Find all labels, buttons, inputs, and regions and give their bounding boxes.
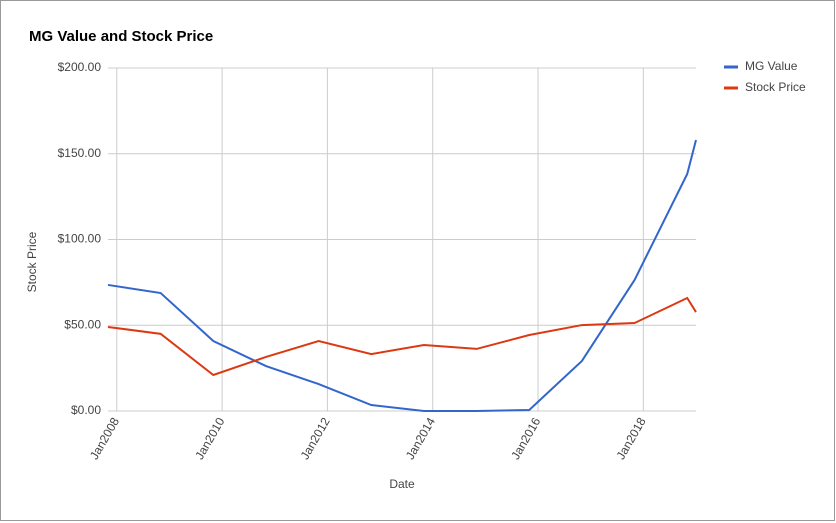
x-axis-title: Date	[389, 477, 415, 491]
y-axis-title: Stock Price	[25, 231, 39, 292]
legend-label: Stock Price	[745, 80, 806, 94]
legend-label: MG Value	[745, 59, 798, 73]
series-line	[107, 139, 697, 412]
y-tick-label: $50.00	[64, 317, 101, 331]
y-tick-label: $100.00	[58, 232, 102, 246]
y-tick-label: $200.00	[58, 60, 102, 74]
series-line	[107, 296, 697, 377]
y-tick-label: $0.00	[71, 403, 101, 417]
y-tick-label: $150.00	[58, 146, 102, 160]
chart-title: MG Value and Stock Price	[29, 28, 213, 45]
